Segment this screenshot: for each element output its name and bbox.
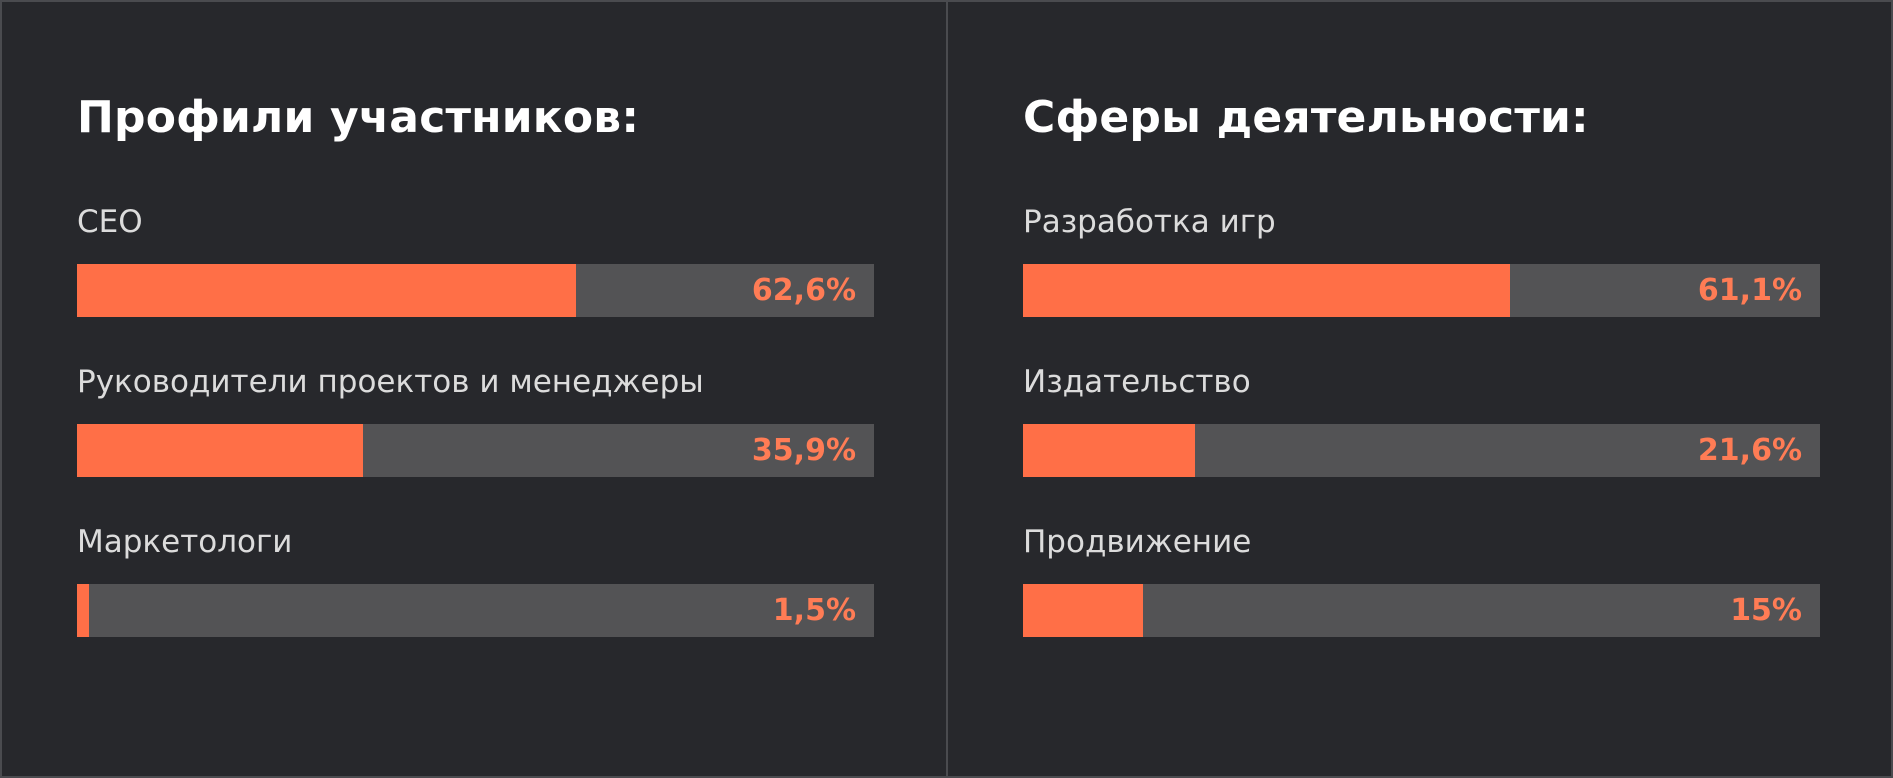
- panel-title: Сферы деятельности:: [1023, 92, 1589, 143]
- bar-label: Разработка игр: [1023, 204, 1276, 240]
- bar-track: 1,5%: [77, 584, 874, 637]
- bar-item: Продвижение 15%: [1023, 524, 1820, 664]
- bar-track: 21,6%: [1023, 424, 1820, 477]
- bar-fill: [1023, 584, 1143, 637]
- bar-value-label: 21,6%: [1697, 433, 1802, 468]
- bar-label: Маркетологи: [77, 524, 293, 560]
- bar-fill: [77, 584, 89, 637]
- bar-fill: [77, 264, 576, 317]
- panel-title: Профили участников:: [77, 92, 640, 143]
- bar-value-label: 62,6%: [751, 273, 856, 308]
- bar-fill: [1023, 264, 1510, 317]
- bar-label: Издательство: [1023, 364, 1251, 400]
- bar-item: Издательство 21,6%: [1023, 364, 1820, 504]
- bar-item: Разработка игр 61,1%: [1023, 204, 1820, 344]
- bar-item: Руководители проектов и менеджеры 35,9%: [77, 364, 874, 504]
- bar-track: 61,1%: [1023, 264, 1820, 317]
- bar-track: 62,6%: [77, 264, 874, 317]
- bar-track: 35,9%: [77, 424, 874, 477]
- bar-value-label: 35,9%: [751, 433, 856, 468]
- bar-track: 15%: [1023, 584, 1820, 637]
- bar-value-label: 61,1%: [1697, 273, 1802, 308]
- bar-label: CEO: [77, 204, 143, 240]
- bar-item: CEO 62,6%: [77, 204, 874, 344]
- bar-fill: [77, 424, 363, 477]
- bar-fill: [1023, 424, 1195, 477]
- bar-value-label: 15%: [1730, 593, 1802, 628]
- bar-label: Продвижение: [1023, 524, 1252, 560]
- bar-label: Руководители проектов и менеджеры: [77, 364, 704, 400]
- panel-divider: [946, 2, 948, 776]
- bar-item: Маркетологи 1,5%: [77, 524, 874, 664]
- bar-value-label: 1,5%: [772, 593, 856, 628]
